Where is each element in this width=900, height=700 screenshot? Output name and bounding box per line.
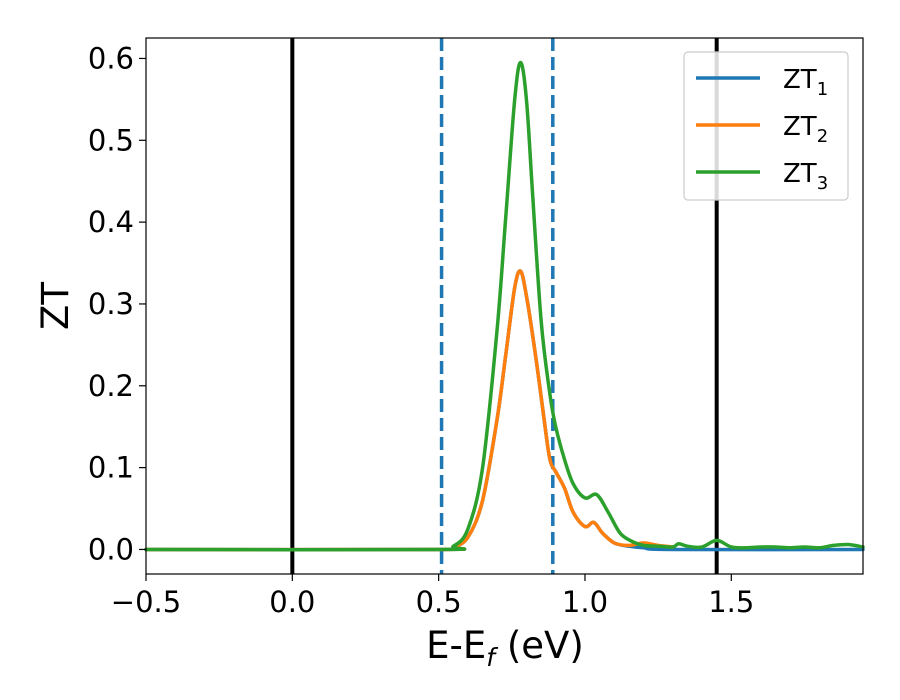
x-tick-label: 0.5 bbox=[416, 585, 462, 619]
legend-label-subscript: 2 bbox=[817, 126, 828, 147]
y-tick-label: 0.5 bbox=[88, 123, 134, 157]
legend-label-main: ZT bbox=[783, 65, 817, 95]
legend-label-1: ZT1 bbox=[783, 65, 828, 100]
x-axis-ticks: −0.5 0.0 0.5 1.0 1.5 bbox=[111, 574, 754, 619]
series-line-3 bbox=[144, 60, 865, 552]
legend-label-3: ZT3 bbox=[783, 159, 828, 194]
y-tick-label: 0.0 bbox=[88, 532, 134, 566]
legend-label-main: ZT bbox=[783, 112, 817, 142]
x-tick-label: 1.5 bbox=[708, 585, 754, 619]
y-axis-title: ZT bbox=[34, 282, 77, 330]
x-tick-label: 0.0 bbox=[269, 585, 315, 619]
x-axis-title-main: E-E bbox=[426, 624, 486, 667]
y-tick-label: 0.4 bbox=[88, 205, 134, 239]
legend-box bbox=[683, 51, 849, 201]
legend-label-main: ZT bbox=[783, 159, 817, 189]
x-axis-title: E-Ef (eV) bbox=[426, 624, 584, 672]
y-tick-label: 0.2 bbox=[88, 369, 134, 403]
x-tick-label: 1.0 bbox=[562, 585, 608, 619]
plot-area-frame bbox=[145, 37, 864, 575]
legend-label-2: ZT2 bbox=[783, 112, 828, 147]
y-tick-label: 0.6 bbox=[88, 41, 134, 75]
x-axis-title-unit: (eV) bbox=[495, 624, 584, 667]
series-lines bbox=[144, 60, 865, 552]
y-tick-label: 0.1 bbox=[88, 451, 134, 485]
y-axis-ticks: 0.0 0.1 0.2 0.3 0.4 0.5 0.6 bbox=[88, 41, 146, 566]
series-line-2 bbox=[144, 269, 675, 552]
legend-label-subscript: 1 bbox=[817, 79, 828, 100]
y-tick-label: 0.3 bbox=[88, 287, 134, 321]
x-tick-label: −0.5 bbox=[111, 585, 181, 619]
legend-label-subscript: 3 bbox=[817, 173, 828, 194]
